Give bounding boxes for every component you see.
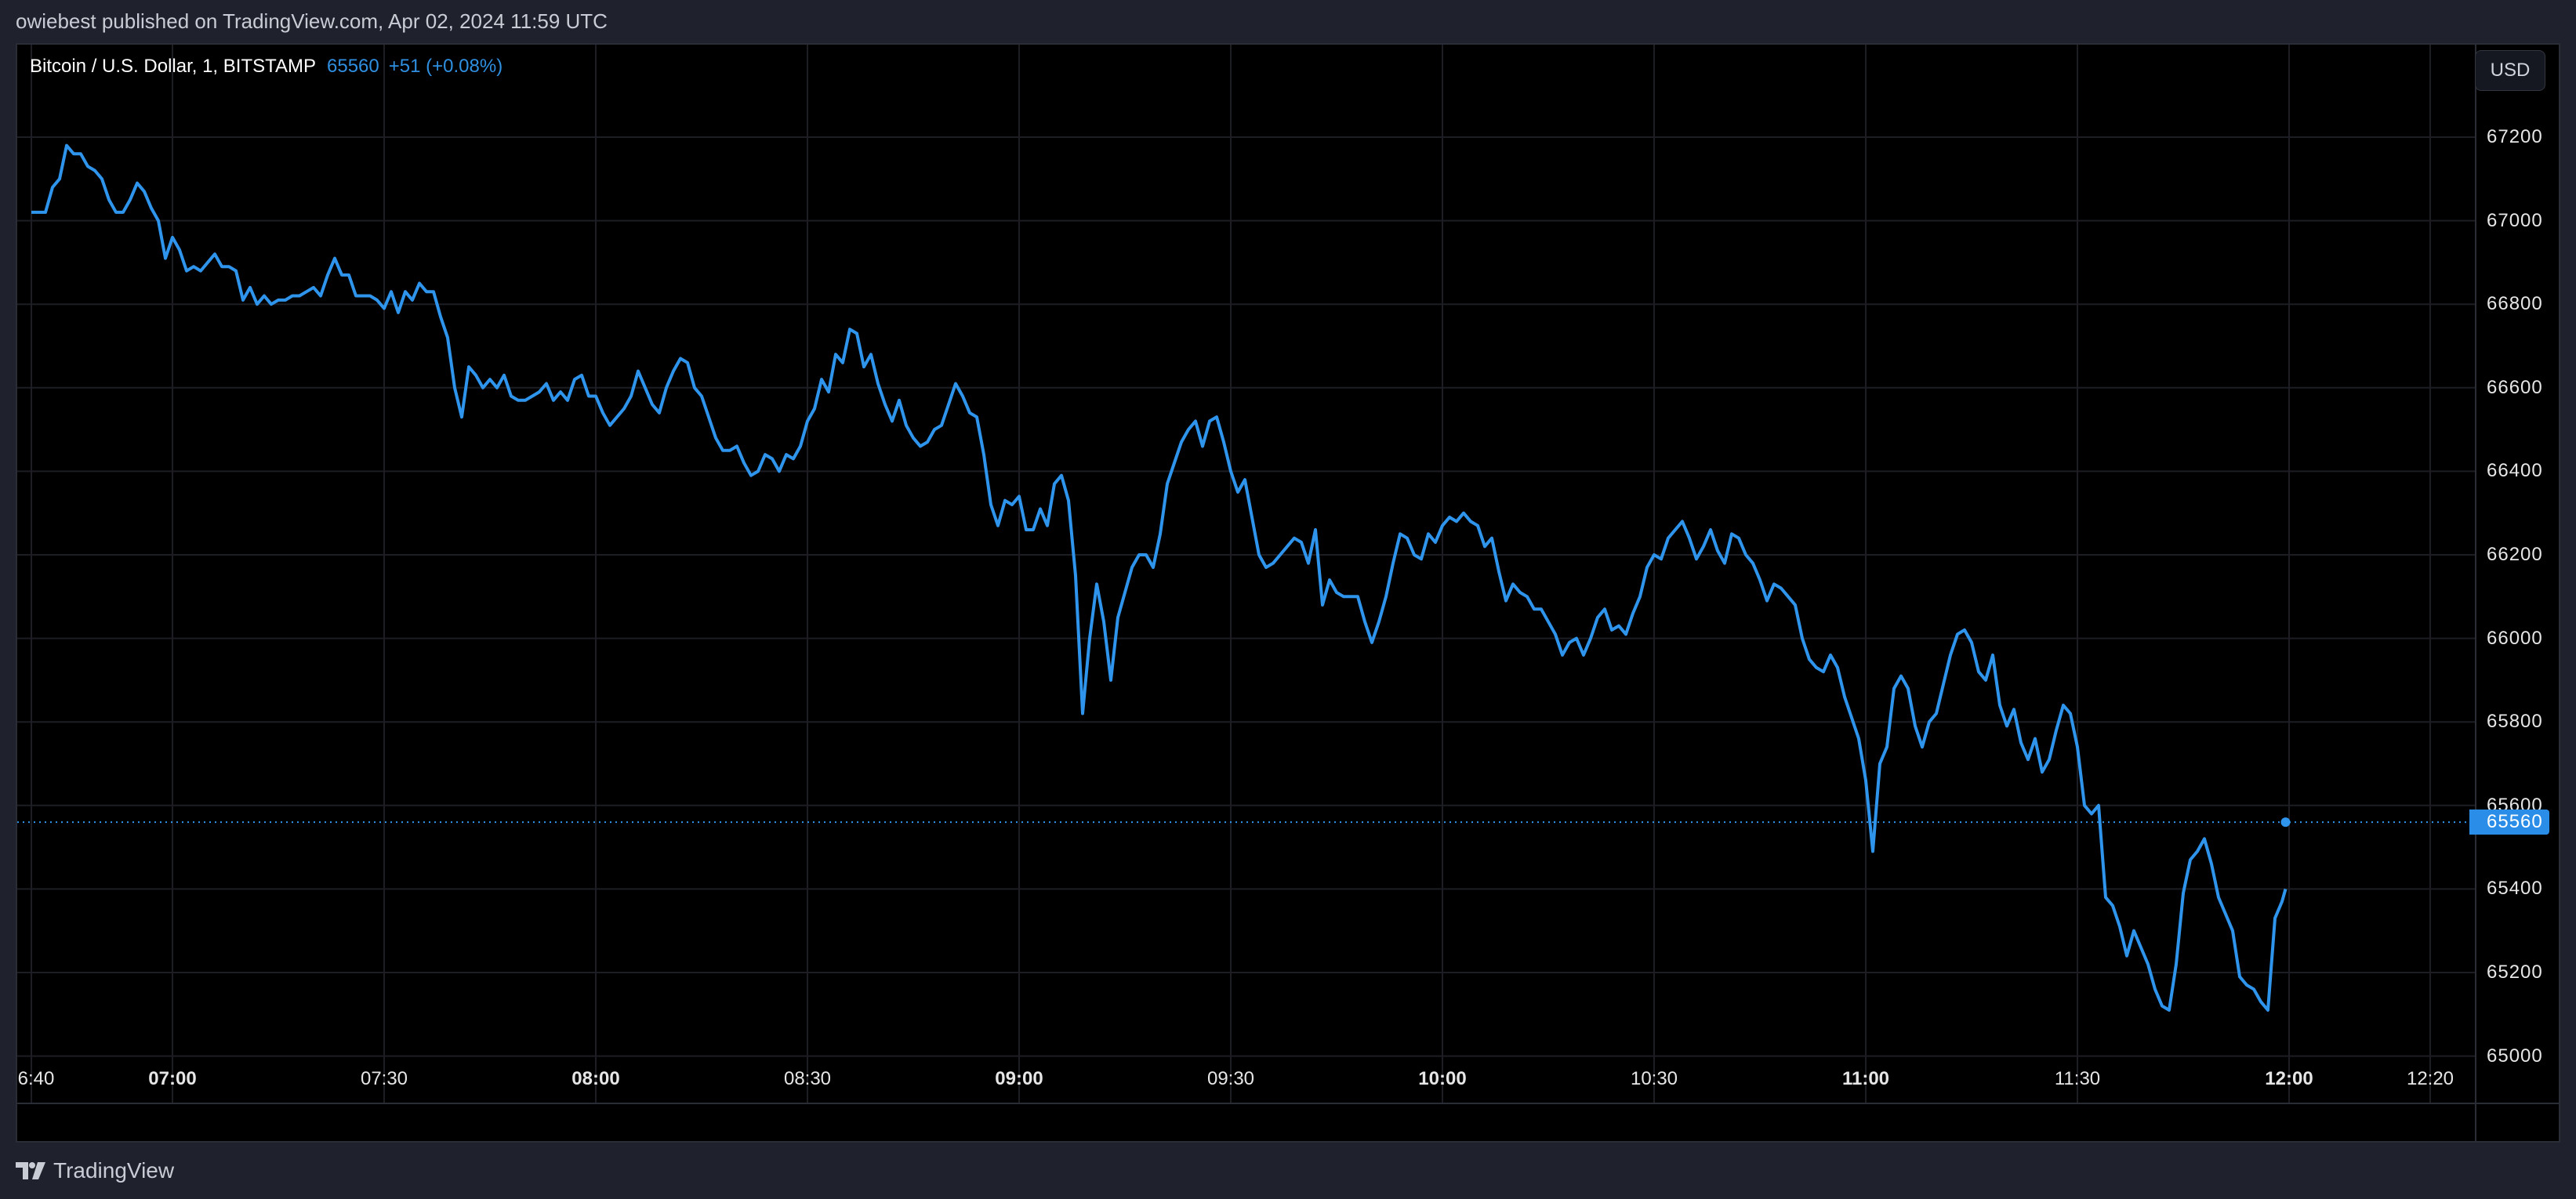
axis-corner <box>2475 1103 2560 1143</box>
plot-area[interactable]: Bitcoin / U.S. Dollar, 1, BITSTAMP 65560 +… <box>17 45 2475 1103</box>
price-tick-label: 66800 <box>2487 293 2543 315</box>
price-tick-label: 66000 <box>2487 627 2543 649</box>
time-tick-label: 12:00 <box>2265 1068 2313 1089</box>
price-tick-label: 65000 <box>2487 1045 2543 1067</box>
time-tick-label: 08:30 <box>783 1068 832 1089</box>
price-tick-label: 65400 <box>2487 878 2543 900</box>
footer-branding[interactable]: TradingView <box>16 1158 174 1183</box>
price-tick-label: 67000 <box>2487 209 2543 231</box>
time-tick-label: 09:30 <box>1206 1068 1255 1089</box>
publisher-line: owiebest published on TradingView.com, A… <box>16 9 608 33</box>
time-tick-label: 12:20 <box>2406 1068 2454 1089</box>
last-point-marker <box>2280 817 2291 828</box>
currency-unit-button[interactable]: USD <box>2475 50 2545 91</box>
time-axis[interactable] <box>17 1103 2475 1143</box>
symbol-legend: Bitcoin / U.S. Dollar, 1, BITSTAMP 65560 +… <box>30 56 503 78</box>
price-tick-label: 67200 <box>2487 126 2543 147</box>
time-tick-label: 6:40 <box>17 1068 55 1089</box>
time-tick-label: 10:00 <box>1418 1068 1467 1089</box>
tradingview-brand: TradingView <box>53 1158 175 1183</box>
time-tick-label: 10:30 <box>1630 1068 1678 1089</box>
time-tick-label: 11:00 <box>1841 1068 1890 1089</box>
time-tick-label: 07:30 <box>360 1068 408 1089</box>
price-tick-label: 66400 <box>2487 460 2543 482</box>
price-change: +51 (+0.08%) <box>388 56 503 77</box>
time-tick-label: 09:00 <box>995 1068 1043 1089</box>
time-tick-label: 08:00 <box>571 1068 620 1089</box>
chart-frame: Bitcoin / U.S. Dollar, 1, BITSTAMP 65560 +… <box>16 43 2560 1143</box>
price-series-line <box>31 143 2288 1012</box>
price-tick-label: 65800 <box>2487 711 2543 733</box>
time-tick-label: 11:30 <box>2054 1068 2101 1089</box>
price-line-chart <box>17 45 2475 1103</box>
tradingview-logo-icon <box>16 1162 45 1179</box>
time-tick-label: 07:00 <box>148 1068 197 1089</box>
price-tick-label: 66600 <box>2487 376 2543 398</box>
last-price: 65560 <box>327 56 379 77</box>
price-axis[interactable] <box>2475 45 2560 1103</box>
price-tick-label: 65200 <box>2487 962 2543 983</box>
symbol-name: Bitcoin / U.S. Dollar, 1, BITSTAMP <box>30 56 316 77</box>
current-price-tag: 65560 <box>2469 810 2549 835</box>
price-tick-label: 66200 <box>2487 544 2543 565</box>
